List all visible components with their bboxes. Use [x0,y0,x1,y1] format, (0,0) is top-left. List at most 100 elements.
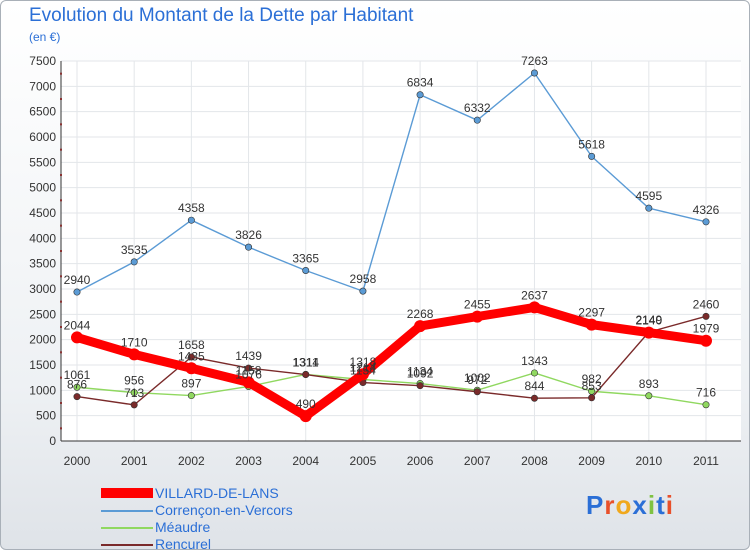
logo-letter: i [665,490,674,520]
data-label-correncon: 4595 [635,189,662,203]
data-label-rencurel: 1154 [350,364,376,378]
y-tick-label: 4000 [29,231,56,245]
data-label-meaudre: 1343 [521,354,548,368]
data-label-correncon: 2958 [350,272,377,286]
data-point-correncon [588,152,596,160]
y-tick-label: 1000 [29,383,56,397]
data-label-rencurel: 1658 [178,338,205,352]
data-label-rencurel: 876 [67,378,87,392]
data-point-rencurel [187,353,195,361]
y-tick-label: 4500 [29,206,56,220]
x-tick-label: 2011 [693,454,719,468]
data-point-meaudre [530,369,538,377]
data-point-villard [128,348,141,361]
y-tick-label: 6500 [29,105,56,119]
legend-label-meaudre: Méaudre [155,519,211,535]
legend-swatch-correncon [101,510,153,512]
data-point-rencurel [416,382,424,390]
x-tick-label: 2009 [578,454,605,468]
plot-area [61,61,741,441]
data-label-villard: 2044 [64,318,91,332]
x-tick-label: 2002 [178,454,205,468]
data-point-correncon [130,258,138,266]
data-point-correncon [245,243,253,251]
data-label-villard: 1979 [693,322,720,336]
data-label-rencurel: 2149 [635,313,662,327]
data-label-rencurel: 853 [582,379,602,393]
y-tick-label: 3500 [29,257,56,271]
legend-swatch-meaudre [101,527,153,529]
legend-swatch-villard [101,488,153,498]
y-tick-label: 0 [49,434,56,448]
data-point-correncon [416,91,424,99]
logo-letter: i [647,490,657,520]
data-point-villard [299,410,312,423]
data-label-villard: 2140 [635,314,662,328]
data-point-correncon [302,267,310,275]
data-point-rencurel [473,388,481,396]
data-label-correncon: 3826 [235,228,262,242]
y-tick-label: 1500 [29,358,56,372]
data-point-correncon [359,287,367,295]
data-point-villard [185,362,198,375]
data-label-meaudre: 893 [639,377,659,391]
x-tick-label: 2008 [521,454,548,468]
data-label-villard: 1710 [121,335,148,349]
data-point-meaudre [187,392,195,400]
data-point-correncon [473,116,481,124]
data-point-villard [471,310,484,323]
data-label-meaudre: 1134 [407,365,433,379]
data-point-correncon [73,288,81,296]
y-tick-label: 2000 [29,333,56,347]
logo-letter: o [615,490,633,520]
data-label-correncon: 5618 [578,137,605,151]
series-line-meaudre [76,372,707,406]
legend-swatch-rencurel [101,544,153,546]
data-point-rencurel [245,364,253,372]
chart-title: Evolution du Montant de la Dette par Hab… [29,5,414,26]
data-label-meaudre: 716 [696,386,716,400]
data-point-correncon [530,69,538,77]
data-label-rencurel: 844 [524,379,544,393]
data-point-rencurel [130,401,138,409]
data-point-villard [71,331,83,344]
data-label-rencurel: 2460 [693,297,720,311]
data-label-meaudre: 897 [181,377,201,391]
data-point-villard [585,318,598,331]
data-label-meaudre: 1076 [235,367,262,381]
data-point-correncon [702,218,710,226]
y-tick-label: 7000 [29,79,56,93]
x-tick-label: 2007 [464,454,491,468]
logo-letter: r [604,490,616,520]
x-tick-label: 2006 [407,454,434,468]
data-label-correncon: 6332 [464,101,491,115]
data-label-correncon: 7263 [521,54,548,68]
data-point-villard [356,368,369,381]
x-tick-label: 2005 [350,454,377,468]
data-label-meaudre: 956 [124,374,144,388]
data-label-villard: 2268 [407,307,434,321]
data-point-rencurel [530,394,538,402]
x-tick-label: 2001 [121,454,148,468]
data-label-rencurel: 972 [467,373,487,387]
data-point-meaudre [73,383,81,391]
data-label-rencurel: 1311 [293,356,319,370]
data-label-villard: 2455 [464,298,491,312]
data-label-correncon: 2940 [64,273,91,287]
data-point-rencurel [702,312,710,320]
data-label-rencurel: 1092 [407,367,434,381]
data-label-villard: 490 [296,397,316,411]
y-tick-label: 7500 [29,54,56,68]
data-label-meaudre: 1002 [464,371,491,385]
data-label-villard: 1158 [236,363,262,377]
y-tick-label: 500 [36,409,56,423]
data-label-villard: 2297 [578,306,605,320]
data-label-meaudre: 982 [582,372,602,386]
x-tick-label: 2004 [292,454,319,468]
series-line-villard [72,302,711,421]
data-point-rencurel [588,394,596,402]
data-label-meaudre: 1214 [350,360,377,374]
logo-letter: P [586,490,605,520]
data-point-villard [414,320,427,333]
